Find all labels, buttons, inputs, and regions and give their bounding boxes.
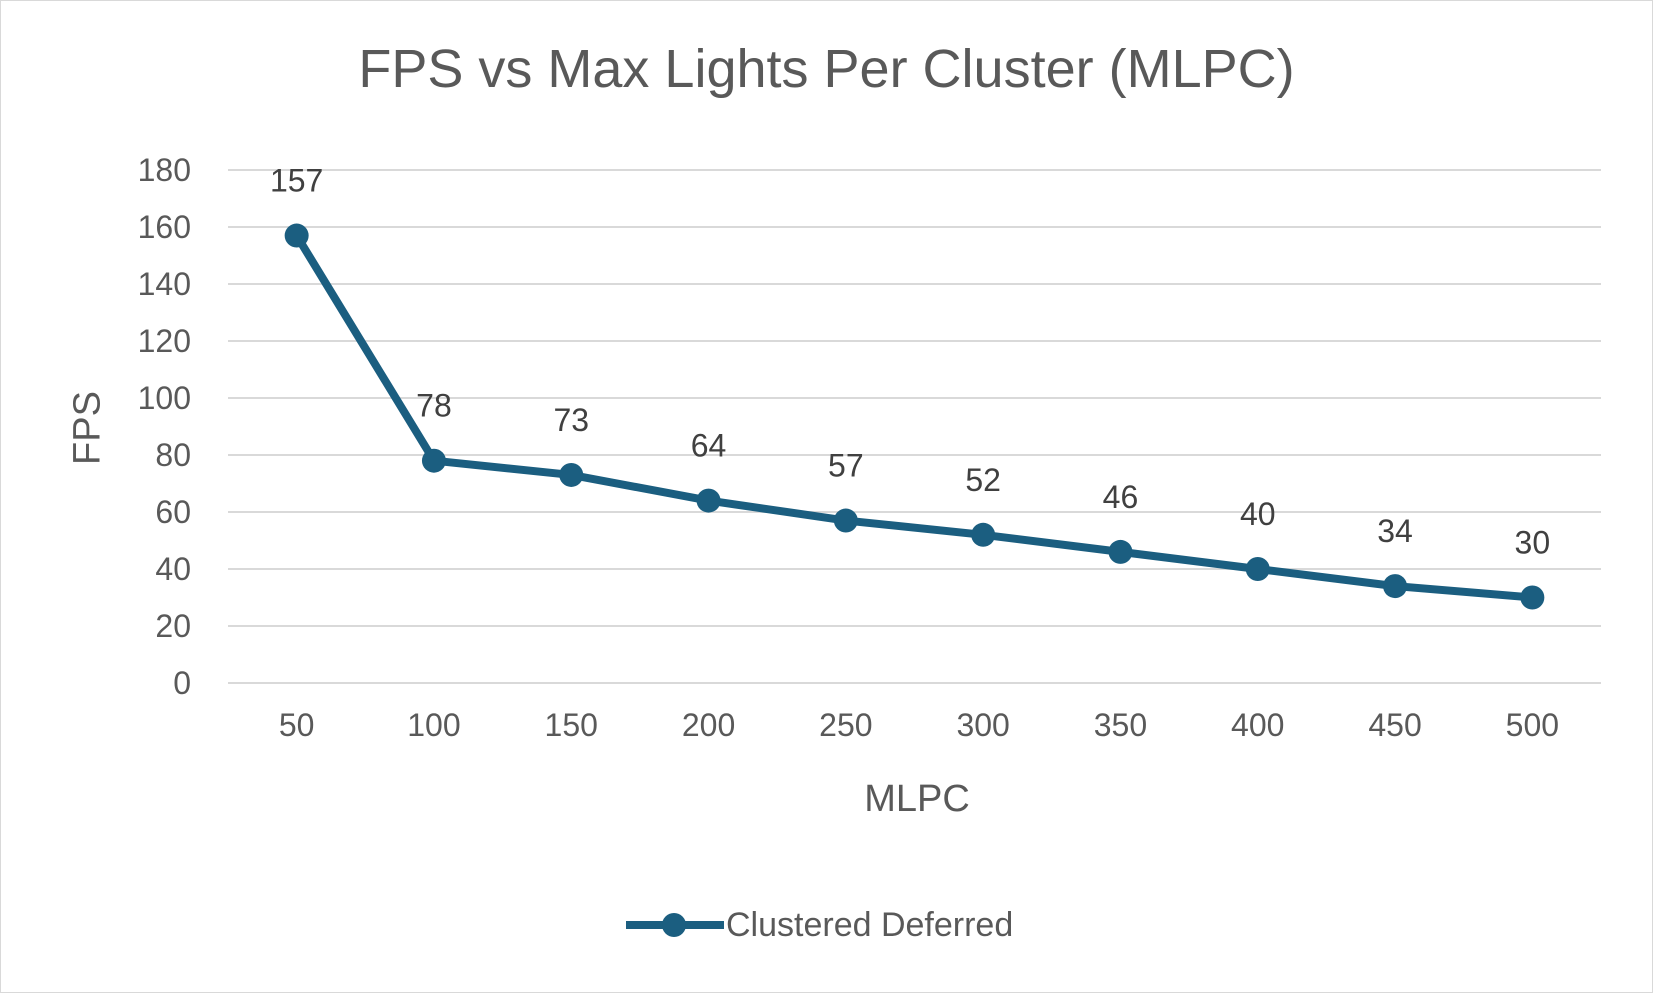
x-tick-label-150: 150 [545,707,598,743]
x-tick-label-200: 200 [682,707,735,743]
data-point-150 [559,462,584,487]
data-point-100 [421,448,446,473]
legend-label: Clustered Deferred [726,905,1014,944]
x-tick-labels: 50 100 150 200 250 300 350 400 450 500 [279,707,1559,743]
data-point-50 [284,223,309,248]
data-label-350: 46 [1103,479,1139,515]
y-tick-label-20: 20 [155,608,191,644]
x-tick-label-250: 250 [819,707,872,743]
data-labels: 157 78 73 64 57 52 46 40 34 30 [270,163,1550,561]
data-label-250: 57 [828,448,864,484]
x-tick-label-500: 500 [1506,707,1559,743]
y-tick-label-80: 80 [155,437,191,473]
data-point-350 [1108,539,1133,564]
y-tick-labels: 0 20 40 60 80 100 120 140 160 180 [138,152,191,701]
x-tick-label-350: 350 [1094,707,1147,743]
data-point-250 [833,508,858,533]
chart-title: FPS vs Max Lights Per Cluster (MLPC) [358,39,1295,99]
x-axis-label: MLPC [864,778,970,820]
data-label-400: 40 [1240,496,1276,532]
x-tick-label-450: 450 [1368,707,1421,743]
y-tick-label-180: 180 [138,152,191,188]
y-tick-label-160: 160 [138,209,191,245]
data-label-450: 34 [1377,513,1413,549]
x-tick-label-300: 300 [956,707,1009,743]
x-tick-label-100: 100 [407,707,460,743]
data-label-500: 30 [1515,525,1551,561]
y-tick-label-120: 120 [138,323,191,359]
data-label-50: 157 [270,163,323,199]
gridlines [228,169,1601,684]
data-label-100: 78 [416,388,452,424]
y-tick-label-100: 100 [138,380,191,416]
legend-swatch [626,913,724,937]
y-tick-label-40: 40 [155,551,191,587]
y-tick-label-140: 140 [138,266,191,302]
data-point-450 [1383,574,1408,599]
data-point-300 [971,522,996,547]
data-point-400 [1245,557,1270,581]
data-label-300: 52 [965,462,1001,498]
data-label-150: 73 [553,402,589,438]
y-tick-label-60: 60 [155,494,191,530]
legend-marker [662,913,686,937]
y-tick-label-0: 0 [173,665,191,701]
data-point-200 [696,488,721,513]
legend: Clustered Deferred [626,902,1013,948]
data-label-200: 64 [691,428,727,464]
x-tick-label-50: 50 [279,707,315,743]
series-line-0 [292,231,1537,602]
series-layer [284,223,1545,610]
x-tick-label-400: 400 [1231,707,1284,743]
data-point-500 [1520,585,1545,610]
